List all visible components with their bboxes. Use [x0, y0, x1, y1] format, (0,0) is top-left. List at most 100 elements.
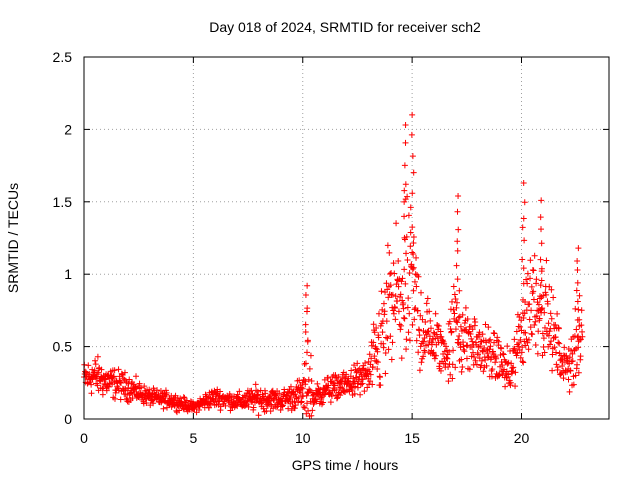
- data-point: [370, 339, 377, 346]
- data-point: [406, 270, 413, 277]
- data-point: [395, 258, 402, 265]
- data-point: [504, 343, 511, 350]
- data-point: [409, 224, 416, 231]
- data-point: [546, 341, 553, 348]
- data-point: [538, 226, 545, 233]
- data-point: [92, 361, 99, 368]
- data-point: [133, 373, 140, 380]
- data-point: [521, 310, 528, 317]
- data-point: [543, 257, 550, 264]
- data-point: [301, 360, 308, 367]
- data-point: [245, 403, 252, 410]
- data-point: [448, 328, 455, 335]
- data-point: [409, 265, 416, 272]
- data-point: [512, 383, 519, 390]
- data-point: [454, 238, 461, 245]
- data-point: [370, 321, 377, 328]
- data-point: [447, 371, 454, 378]
- data-point: [462, 304, 469, 311]
- data-point: [576, 336, 583, 343]
- data-point: [520, 315, 527, 322]
- data-point: [577, 353, 584, 360]
- data-point: [539, 305, 546, 312]
- data-point: [150, 400, 157, 407]
- data-point: [277, 406, 284, 413]
- data-point: [471, 316, 478, 323]
- data-point: [222, 402, 229, 409]
- data-point: [299, 385, 306, 392]
- data-point: [377, 382, 384, 389]
- data-point: [430, 349, 437, 356]
- data-point: [487, 336, 494, 343]
- data-point: [548, 338, 555, 345]
- data-point: [374, 359, 381, 366]
- data-point: [556, 340, 563, 347]
- data-point: [373, 325, 380, 332]
- data-point: [149, 397, 156, 404]
- data-point: [435, 323, 442, 330]
- data-point: [407, 229, 414, 236]
- data-point: [544, 300, 551, 307]
- data-point: [410, 239, 417, 246]
- data-point: [500, 351, 507, 358]
- data-point: [354, 360, 361, 367]
- data-point: [397, 291, 404, 298]
- data-point: [523, 276, 530, 283]
- data-point: [408, 131, 415, 138]
- data-point: [410, 264, 417, 271]
- data-point: [404, 193, 411, 200]
- data-points: [81, 111, 586, 420]
- data-point: [404, 304, 411, 311]
- data-point: [331, 382, 338, 389]
- data-point: [160, 405, 167, 412]
- data-point: [120, 375, 127, 382]
- data-point: [388, 269, 395, 276]
- data-point: [552, 322, 559, 329]
- data-point: [398, 322, 405, 329]
- data-point: [357, 391, 364, 398]
- data-point: [399, 275, 406, 282]
- data-point: [416, 367, 423, 374]
- data-point: [527, 324, 534, 331]
- data-point: [458, 368, 465, 375]
- data-point: [375, 310, 382, 317]
- data-point: [351, 362, 358, 369]
- y-tick-label: 0.5: [53, 339, 73, 355]
- data-point: [488, 373, 495, 380]
- data-point: [384, 242, 391, 249]
- data-point: [518, 349, 525, 356]
- data-point: [325, 382, 332, 389]
- data-point: [555, 339, 562, 346]
- data-point: [528, 283, 535, 290]
- data-point: [351, 390, 358, 397]
- data-point: [538, 277, 545, 284]
- data-point: [525, 336, 532, 343]
- data-point: [537, 214, 544, 221]
- data-point: [292, 391, 299, 398]
- data-point: [373, 346, 380, 353]
- data-point: [287, 383, 294, 390]
- data-point: [432, 352, 439, 359]
- data-point: [456, 287, 463, 294]
- data-point: [88, 381, 95, 388]
- data-point: [573, 326, 580, 333]
- data-point: [554, 310, 561, 317]
- data-point: [403, 336, 410, 343]
- data-point: [252, 381, 259, 388]
- data-point: [410, 287, 417, 294]
- data-point: [573, 287, 580, 294]
- data-point: [455, 314, 462, 321]
- data-point: [460, 346, 467, 353]
- data-point: [540, 292, 547, 299]
- data-point: [407, 243, 414, 250]
- data-point: [406, 337, 413, 344]
- data-point: [371, 329, 378, 336]
- data-point: [111, 367, 118, 374]
- data-point: [302, 328, 309, 335]
- data-point: [400, 300, 407, 307]
- data-point: [532, 318, 539, 325]
- data-point: [381, 308, 388, 315]
- data-point: [401, 266, 408, 273]
- data-point: [382, 350, 389, 357]
